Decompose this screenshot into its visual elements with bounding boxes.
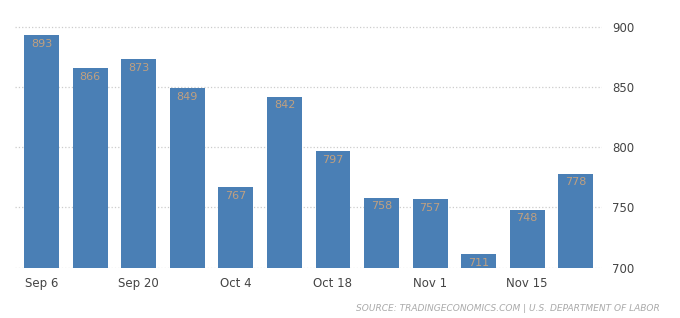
Text: 758: 758: [371, 201, 392, 211]
Text: 866: 866: [80, 72, 101, 81]
Bar: [121, 59, 156, 267]
Bar: [218, 187, 254, 267]
Bar: [24, 35, 59, 267]
Text: 797: 797: [322, 155, 343, 164]
Text: SOURCE: TRADINGECONOMICS.COM | U.S. DEPARTMENT OF LABOR: SOURCE: TRADINGECONOMICS.COM | U.S. DEPA…: [356, 304, 660, 313]
Bar: [267, 97, 302, 267]
Bar: [170, 88, 205, 267]
Bar: [510, 210, 545, 267]
Bar: [73, 68, 107, 267]
Text: 873: 873: [128, 63, 150, 73]
Text: 711: 711: [468, 258, 489, 268]
Text: 757: 757: [420, 203, 441, 213]
Text: 849: 849: [177, 92, 198, 102]
Text: 842: 842: [274, 100, 295, 110]
Text: 893: 893: [31, 39, 52, 49]
Text: 778: 778: [565, 177, 586, 187]
Bar: [461, 254, 496, 267]
Bar: [413, 199, 447, 267]
Bar: [558, 174, 593, 267]
Text: 767: 767: [225, 190, 247, 201]
Text: 748: 748: [517, 213, 538, 224]
Bar: [364, 198, 399, 267]
Bar: [316, 151, 350, 267]
